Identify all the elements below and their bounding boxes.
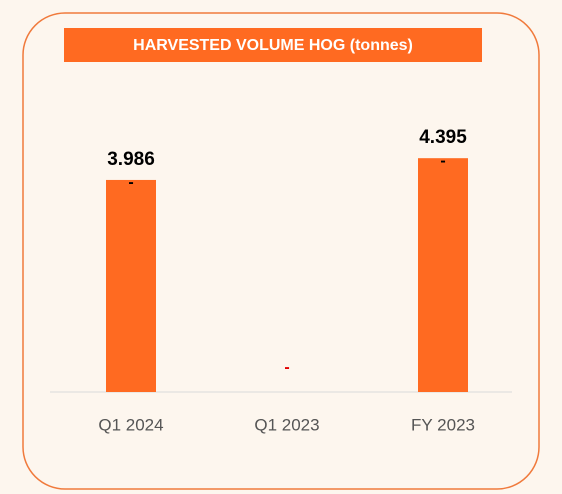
bar bbox=[106, 179, 156, 392]
title-banner bbox=[64, 28, 482, 62]
change-label: - bbox=[284, 359, 289, 376]
value-label: 3.986 bbox=[107, 149, 155, 170]
value-label: 4.395 bbox=[419, 127, 467, 148]
change-label: - bbox=[128, 174, 133, 191]
chart-title: HARVESTED VOLUME HOG (tonnes) bbox=[133, 37, 413, 54]
change-label: - bbox=[440, 152, 445, 169]
bar bbox=[418, 158, 468, 392]
x-tick-label: Q1 2024 bbox=[98, 415, 163, 434]
x-tick-label: Q1 2023 bbox=[254, 415, 319, 434]
x-tick-label: FY 2023 bbox=[411, 415, 475, 434]
